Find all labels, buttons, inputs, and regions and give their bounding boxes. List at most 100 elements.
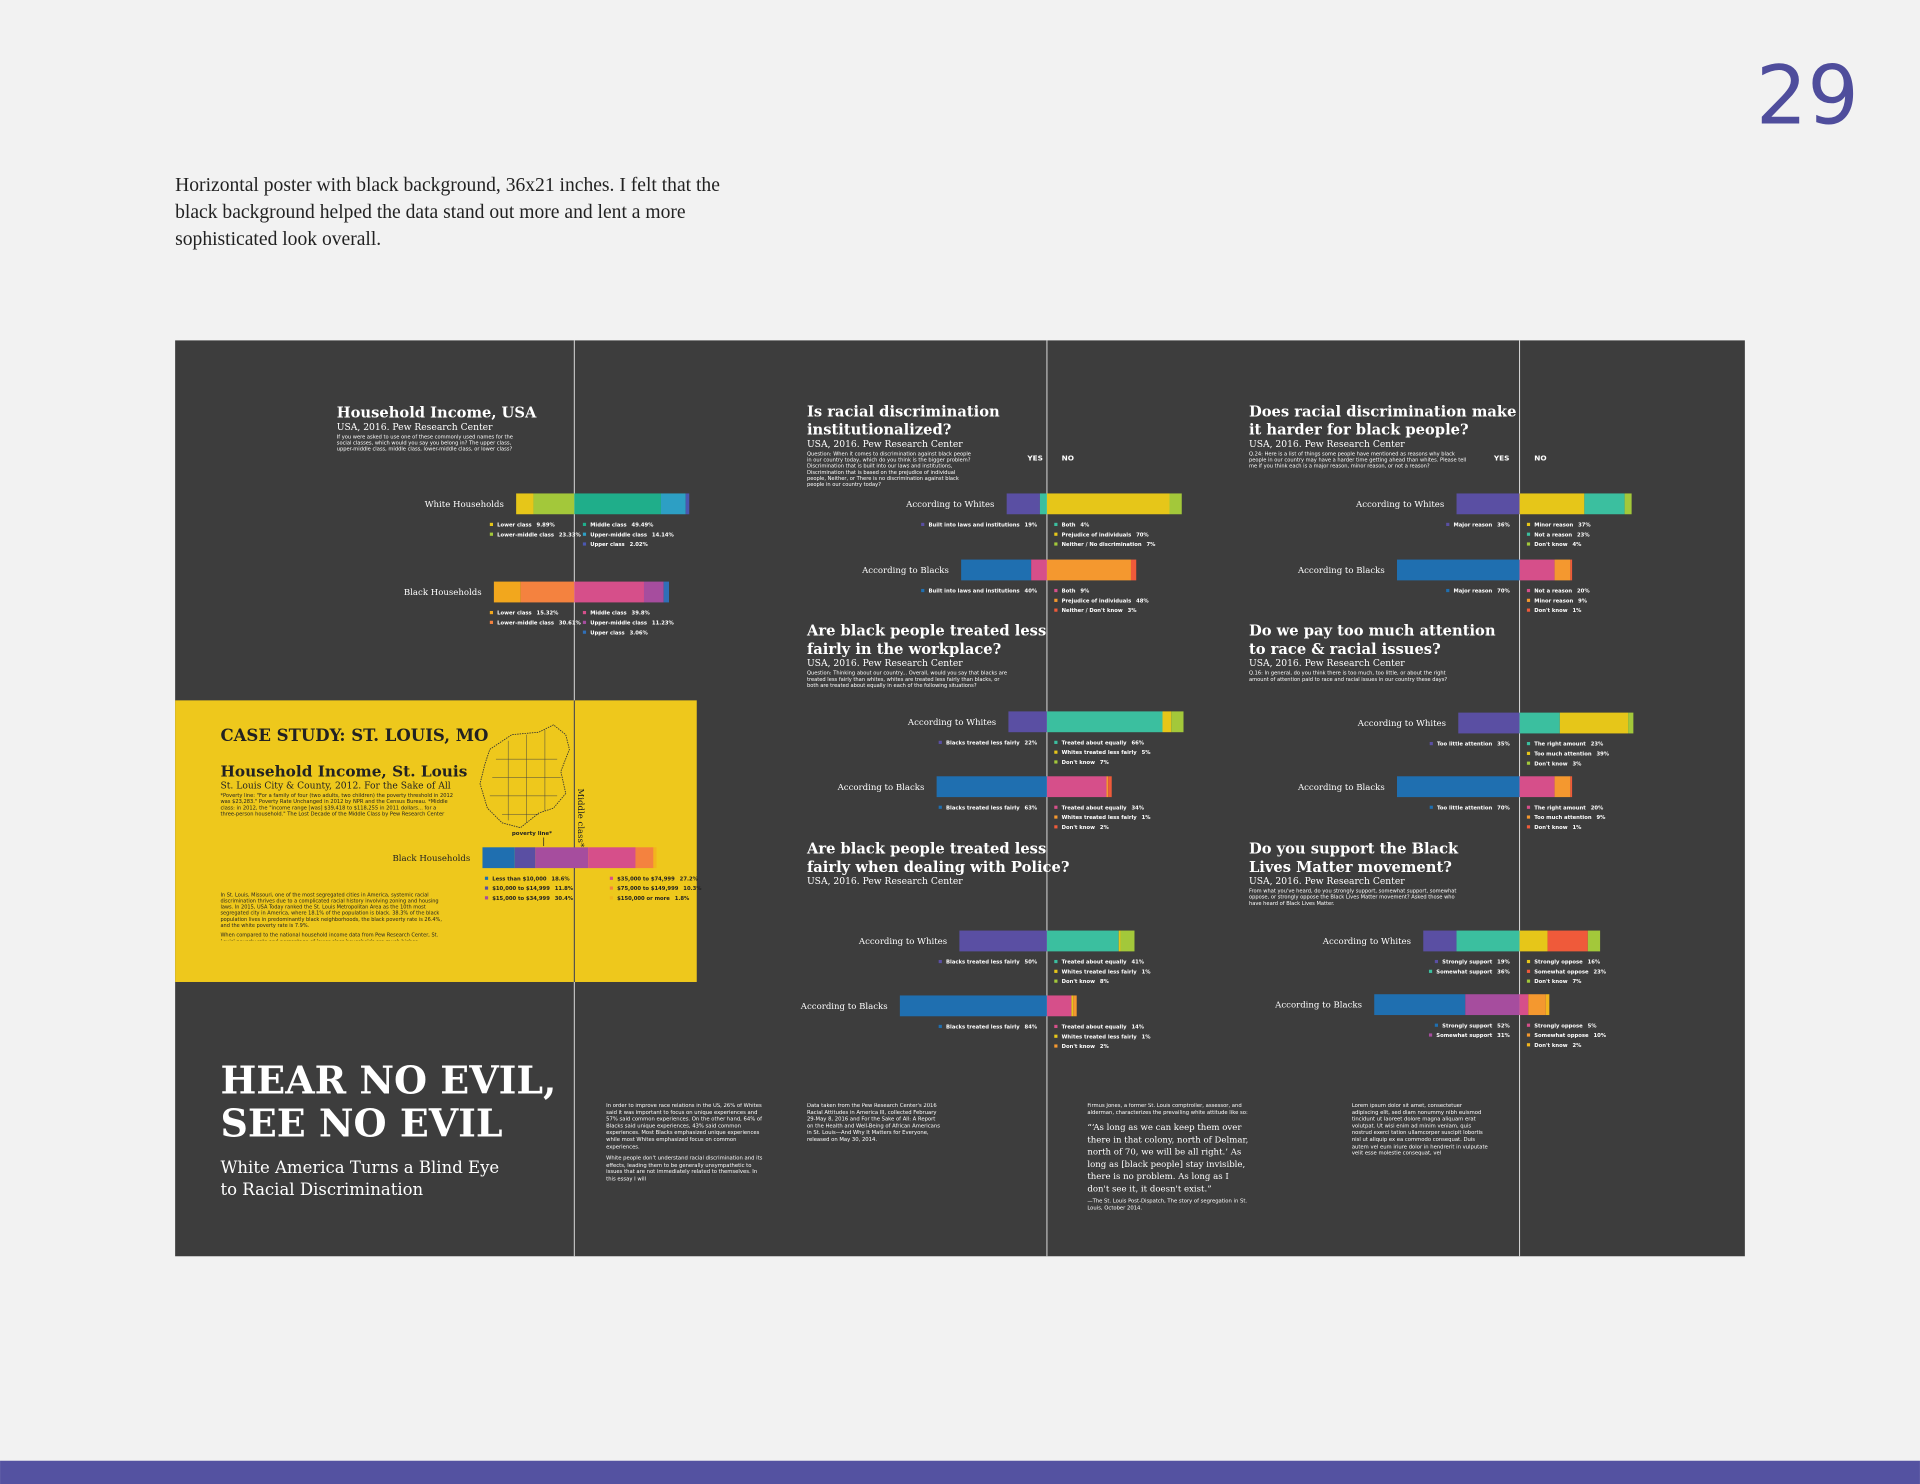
bar-segment [1423, 930, 1457, 952]
bar-segment [1046, 995, 1072, 1017]
paragraph: Q.16: In general, do you think there is … [1248, 669, 1448, 683]
legend-swatch [1434, 1023, 1439, 1027]
legend-name: Strongly support [1442, 960, 1493, 966]
text-column: In order to improve race relations in th… [606, 1103, 763, 1183]
bar-segment [1570, 776, 1573, 798]
legend-swatch [582, 620, 587, 624]
text-column: Firmus Jones, a former St. Louis comptro… [1087, 1103, 1248, 1212]
legend-value: 70% [1497, 805, 1510, 811]
legend-name: The right amount [1534, 805, 1586, 811]
legend-name: Too little attention [1437, 742, 1493, 748]
headline: SEE NO EVIL [220, 1100, 502, 1145]
bar-segment [520, 581, 575, 603]
bar-segment [936, 776, 1047, 798]
legend-value: 49.49% [632, 523, 655, 529]
poverty-line-label: poverty line* [512, 831, 552, 837]
bar-segment [1559, 712, 1629, 734]
legend-swatch [1054, 825, 1058, 829]
no-header: NO [1534, 453, 1546, 462]
legend-value: 48% [1136, 598, 1149, 604]
bar-segment [1458, 712, 1520, 734]
legend-name: Upper class [590, 630, 624, 636]
bar-segment [1547, 930, 1588, 952]
legend-name: Middle class [590, 523, 626, 529]
legend-swatch [921, 588, 925, 593]
text-column: Data taken from the Pew Research Center'… [807, 1103, 940, 1143]
bar-segment [1108, 776, 1112, 798]
legend-swatch [582, 532, 587, 536]
legend-value: 23% [1591, 742, 1604, 748]
bar-segment [1039, 493, 1047, 515]
bar-segment [1519, 994, 1529, 1016]
bar-segment [1073, 995, 1077, 1017]
row-label: According to Whites [1322, 937, 1411, 947]
legend-value: 23% [1577, 532, 1590, 538]
legend-swatch [1526, 1023, 1531, 1027]
legend-value: 41% [1131, 960, 1144, 966]
legend-name: Don't know [1534, 979, 1567, 985]
legend-value: 39.8% [632, 611, 651, 617]
paragraph: From what you've heard, do you strongly … [1248, 887, 1457, 907]
chart-title: Are black people treated less [806, 840, 1046, 857]
bar-segment [1519, 559, 1555, 581]
legend-value: 20% [1591, 805, 1604, 811]
legend-name: Middle class [590, 611, 626, 617]
legend-value: 31% [1497, 1033, 1510, 1039]
legend-swatch [1526, 1043, 1531, 1047]
legend-name: Somewhat oppose [1534, 1033, 1589, 1039]
bar-segment [1162, 711, 1172, 733]
legend-value: 11.8% [555, 886, 574, 892]
bar-segment [1519, 493, 1585, 515]
legend-swatch [1054, 760, 1058, 764]
legend-swatch [1526, 805, 1531, 809]
bar-segment [1554, 776, 1571, 798]
row-label: According to Whites [1355, 500, 1444, 510]
bar-segment [514, 847, 536, 869]
legend-value: 27.2% [680, 876, 699, 882]
description-line: Horizontal poster with black background,… [175, 175, 720, 196]
legend-value: 5% [1142, 750, 1152, 756]
legend-value: 39% [1596, 751, 1609, 757]
bar-segment [574, 581, 644, 603]
legend-value: 14% [1131, 1025, 1144, 1031]
legend-swatch [1526, 522, 1531, 527]
legend-swatch [1054, 598, 1058, 602]
legend-value: 7% [1146, 542, 1156, 548]
legend-swatch [1526, 1033, 1531, 1037]
legend-swatch [1526, 608, 1531, 612]
legend-name: Somewhat oppose [1534, 969, 1589, 975]
bar-segment [574, 493, 661, 515]
legend-name: $75,000 to $149,999 [617, 886, 679, 892]
legend-swatch [1526, 542, 1531, 546]
legend-name: Don't know [1534, 608, 1567, 614]
legend-name: Treated about equally [1062, 1025, 1128, 1031]
chart-title: Household Income, USA [337, 405, 537, 422]
bar-segment [685, 493, 690, 515]
row-label: According to Blacks [861, 566, 949, 576]
row-label: According to Whites [905, 500, 994, 510]
chart-title: Do you support the Black [1249, 840, 1459, 857]
description-line: sophisticated look overall. [175, 229, 381, 250]
legend-swatch [1526, 979, 1531, 983]
legend-swatch [938, 1024, 942, 1029]
legend-value: 36% [1497, 523, 1510, 529]
bar-segment [1046, 711, 1163, 733]
row-label: According to Blacks [1297, 566, 1385, 576]
paragraph: White people don't understand racial dis… [606, 1156, 763, 1183]
legend-swatch [489, 620, 494, 624]
legend-value: 1% [1572, 825, 1582, 831]
legend-swatch [582, 542, 587, 546]
row-label: According to Blacks [800, 1002, 888, 1012]
bar-segment [482, 847, 515, 869]
legend-name: Blacks treated less fairly [946, 960, 1020, 966]
legend-name: Don't know [1534, 761, 1567, 767]
paragraph: If you were asked to use one of these co… [336, 433, 513, 452]
bar-segment [1118, 930, 1121, 952]
legend-swatch [1054, 1024, 1058, 1029]
legend-value: 63% [1025, 805, 1038, 811]
paragraph: Firmus Jones, a former St. Louis comptro… [1087, 1103, 1248, 1117]
legend-swatch [1526, 761, 1531, 765]
legend-name: Too much attention [1534, 751, 1592, 757]
st-louis-map-grid [489, 729, 561, 823]
